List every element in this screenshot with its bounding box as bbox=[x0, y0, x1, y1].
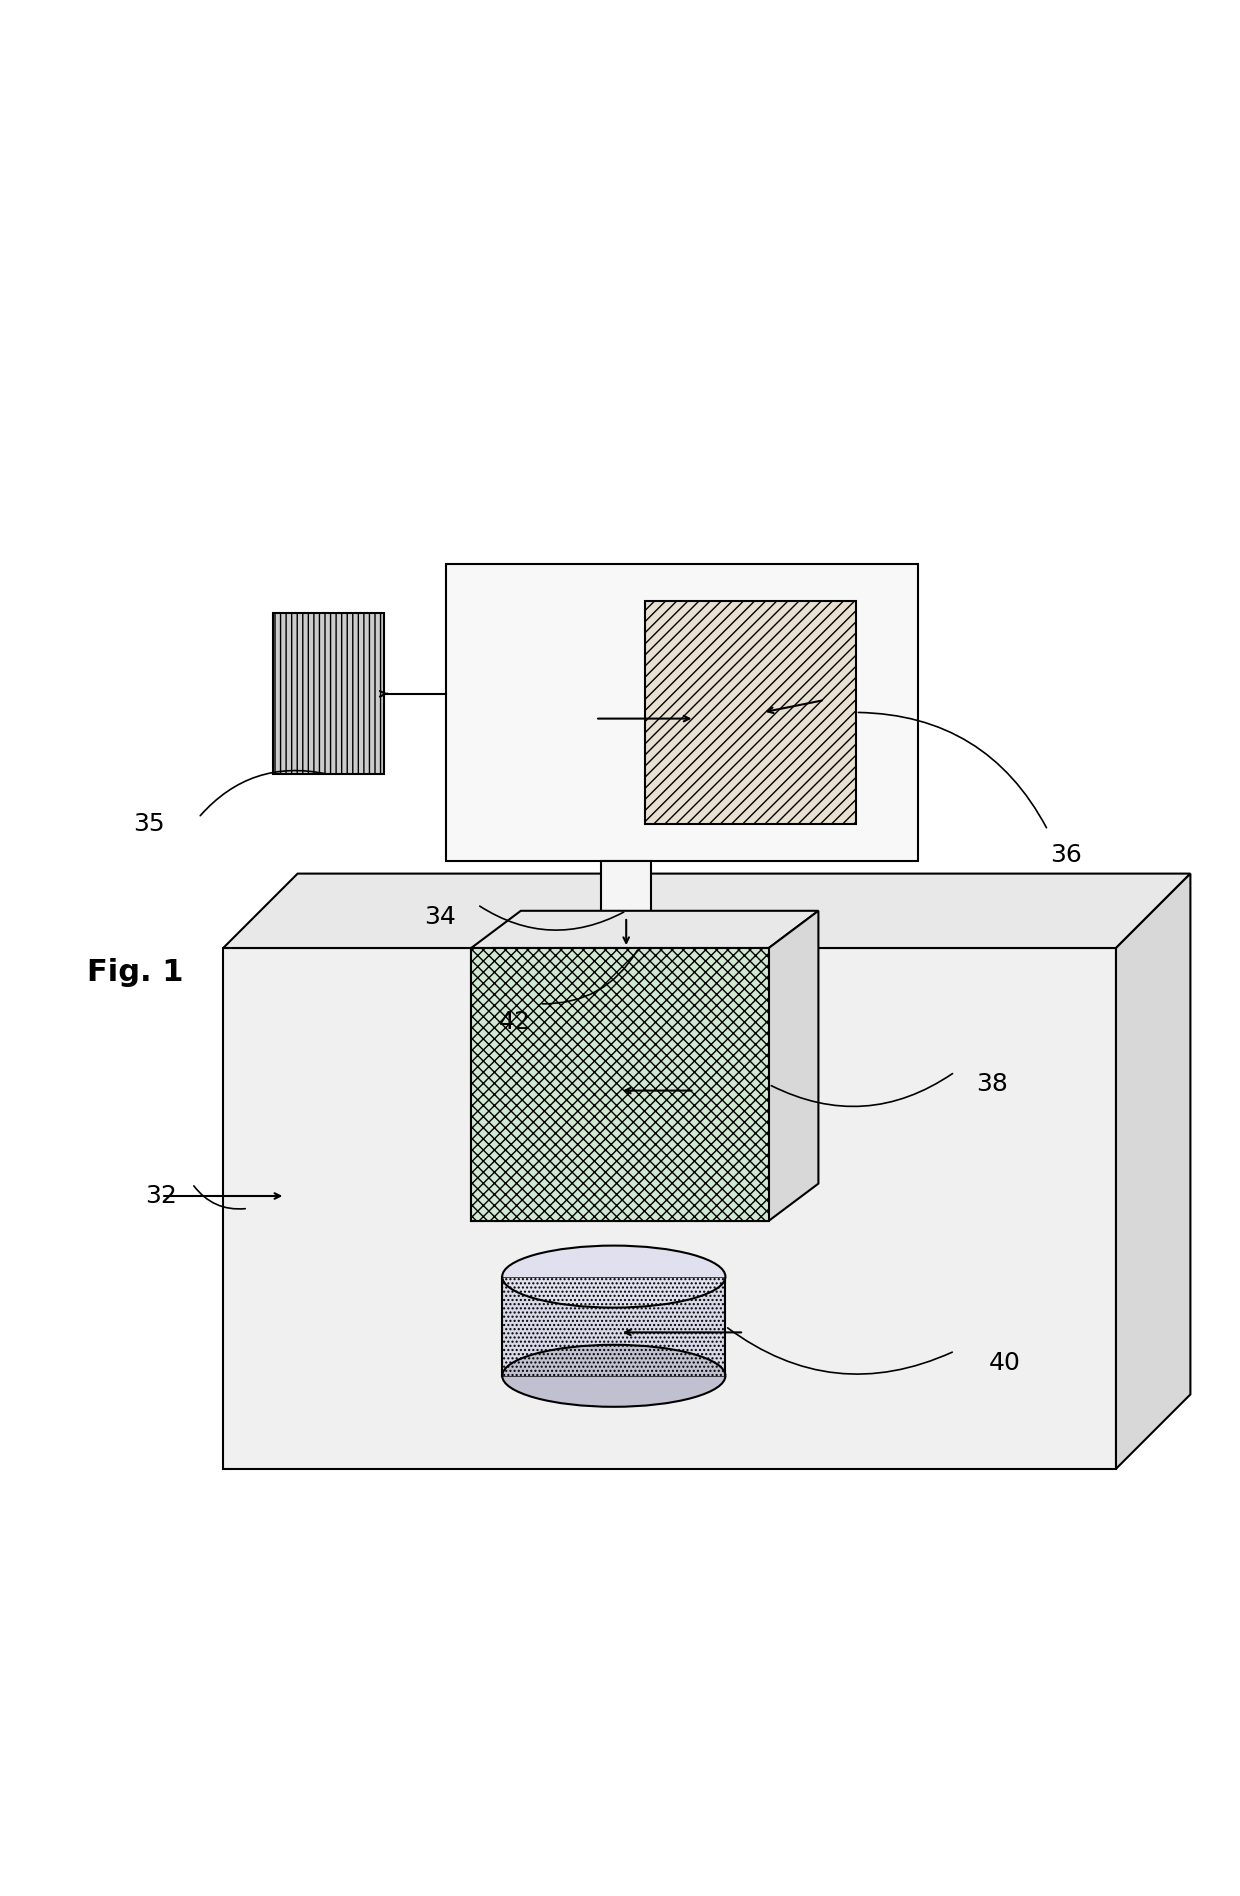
Polygon shape bbox=[223, 948, 1116, 1469]
Text: 40: 40 bbox=[988, 1352, 1021, 1375]
Polygon shape bbox=[502, 1276, 725, 1376]
Ellipse shape bbox=[502, 1344, 725, 1407]
Bar bbox=[273, 612, 384, 774]
Text: 36: 36 bbox=[1050, 844, 1083, 866]
Bar bbox=[601, 861, 651, 961]
Polygon shape bbox=[471, 910, 818, 948]
Text: 35: 35 bbox=[133, 811, 165, 836]
Polygon shape bbox=[471, 948, 769, 1221]
Text: 38: 38 bbox=[976, 1073, 1008, 1096]
Polygon shape bbox=[1116, 874, 1190, 1469]
Polygon shape bbox=[223, 874, 1190, 948]
Ellipse shape bbox=[502, 1246, 725, 1308]
FancyBboxPatch shape bbox=[446, 563, 918, 861]
Polygon shape bbox=[769, 910, 818, 1221]
Polygon shape bbox=[471, 948, 769, 1221]
Bar bbox=[645, 601, 856, 825]
Text: 42: 42 bbox=[498, 1011, 531, 1035]
Text: Fig. 1: Fig. 1 bbox=[87, 957, 184, 988]
Text: 34: 34 bbox=[424, 904, 456, 929]
Text: 32: 32 bbox=[145, 1183, 177, 1208]
